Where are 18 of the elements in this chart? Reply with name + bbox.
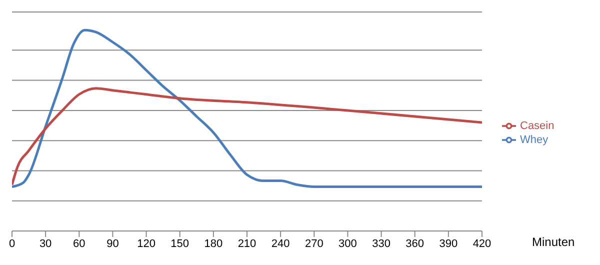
x-tick-label: 180 bbox=[204, 238, 223, 250]
x-tick-label: 390 bbox=[439, 238, 458, 250]
x-tick-label: 60 bbox=[73, 238, 86, 250]
x-tick-label: 0 bbox=[8, 238, 16, 250]
x-axis-title: Minuten bbox=[532, 235, 575, 249]
x-tick-label: 420 bbox=[472, 238, 492, 250]
x-tick-label: 330 bbox=[372, 238, 390, 250]
x-tick-label: 300 bbox=[338, 238, 357, 250]
legend-label: Casein bbox=[520, 119, 554, 132]
x-tick-label: 90 bbox=[106, 238, 119, 250]
legend-label: Whey bbox=[520, 133, 548, 146]
x-tick-label: 30 bbox=[39, 238, 52, 250]
x-tick-label: 210 bbox=[238, 238, 256, 250]
x-tick-label: 270 bbox=[304, 238, 324, 250]
x-tick-label: 240 bbox=[271, 238, 290, 250]
x-tick-label: 120 bbox=[137, 238, 156, 250]
x-tick-label: 360 bbox=[406, 238, 424, 250]
x-tick-label: 150 bbox=[170, 238, 190, 250]
